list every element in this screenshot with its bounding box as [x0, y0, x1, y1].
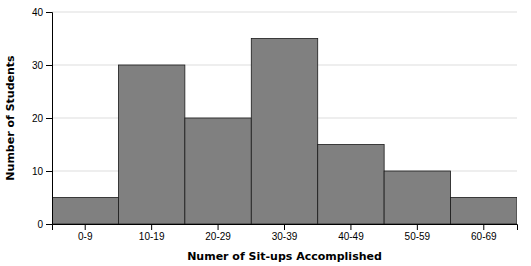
y-axis: 0 10 20 30 40: [32, 7, 53, 230]
x-tick-mark: [85, 224, 86, 230]
bars: [52, 39, 517, 225]
bar: [318, 145, 384, 225]
chart-container: 0-9 10-19 20-29 30-39 40-49 50-59 60-69 0 10 20 30…: [0, 0, 531, 266]
x-tick-label: 0-9: [78, 231, 93, 242]
y-tick: 30: [32, 60, 52, 71]
x-tick-label: 10-19: [139, 231, 165, 242]
chart-svg: 0-9 10-19 20-29 30-39 40-49 50-59 60-69 0 10 20 30…: [0, 0, 531, 266]
bar: [251, 39, 317, 225]
x-tick-label: 20-29: [205, 231, 231, 242]
x-tick-mark: [218, 224, 219, 230]
x-tick-label: 60-69: [471, 231, 497, 242]
x-axis: 0-9 10-19 20-29 30-39 40-49 50-59 60-69: [53, 224, 518, 242]
x-tick-mark: [151, 224, 152, 230]
grid-line: [52, 12, 517, 13]
bar: [451, 198, 517, 225]
x-tick-mark: [350, 224, 351, 230]
y-tick-label: 40: [32, 7, 44, 18]
y-axis-line: [46, 13, 53, 225]
bar: [118, 65, 184, 224]
y-tick: 40: [32, 7, 52, 18]
plot-area: 0-9 10-19 20-29 30-39 40-49 50-59 60-69 0 10 20 30…: [32, 7, 518, 242]
x-tick-mark: [417, 224, 418, 230]
x-tick: 10-19: [139, 224, 165, 242]
y-tick-label: 30: [32, 60, 44, 71]
x-axis-title: Numer of Sit-ups Accomplished: [187, 250, 382, 263]
x-tick-mark: [284, 224, 285, 230]
y-tick-mark: [46, 171, 52, 172]
x-tick-mark: [483, 224, 484, 230]
y-tick-mark: [46, 118, 52, 119]
y-axis-title: Number of Students: [4, 55, 17, 181]
x-tick: 0-9: [78, 224, 93, 242]
x-tick: 60-69: [471, 224, 497, 242]
y-tick: 0: [37, 219, 52, 230]
bar: [185, 118, 251, 224]
y-tick-mark: [46, 65, 52, 66]
y-tick-mark: [46, 224, 52, 225]
y-tick: 20: [32, 113, 52, 124]
x-tick-label: 50-59: [405, 231, 431, 242]
y-tick-label: 20: [32, 113, 44, 124]
x-tick: 40-49: [338, 224, 364, 242]
x-tick-label: 30-39: [272, 231, 298, 242]
y-tick-label: 10: [32, 166, 44, 177]
x-tick-label: 40-49: [338, 231, 364, 242]
grid: [52, 12, 517, 224]
y-tick-label: 0: [37, 219, 43, 230]
y-tick-mark: [46, 12, 52, 13]
bar: [384, 171, 450, 224]
y-tick: 10: [32, 166, 52, 177]
x-tick: 20-29: [205, 224, 231, 242]
x-tick: 50-59: [405, 224, 431, 242]
bar: [52, 198, 118, 225]
x-tick: 30-39: [272, 224, 298, 242]
x-axis-line: [53, 225, 518, 231]
